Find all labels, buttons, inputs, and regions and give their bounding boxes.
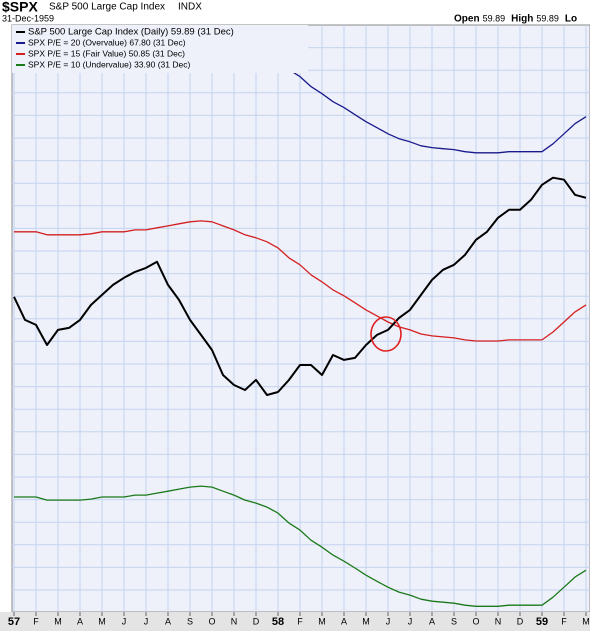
x-tick-label: M [54, 616, 62, 626]
legend-box [12, 25, 308, 73]
series-line [14, 220, 587, 342]
quote-label: High [511, 14, 533, 25]
quote-label: Lo [565, 14, 577, 25]
x-tick-label: 57 [8, 616, 20, 628]
legend: S&P 500 Large Cap Index (Daily) 59.89 (3… [12, 25, 308, 73]
x-tick-label: J [386, 616, 391, 626]
symbol: $SPX [2, 0, 38, 15]
x-tick-label: F [297, 616, 303, 626]
quote: Open 59.89 High 59.89 Lo [454, 13, 577, 24]
series-line [13, 176, 587, 396]
x-tick-label: S [187, 616, 193, 626]
x-tick-label: A [165, 616, 171, 626]
legend-label: S&P 500 Large Cap Index (Daily) 59.89 (3… [28, 27, 234, 38]
legend-label: SPX P/E = 10 (Undervalue) 33.90 (31 Dec) [28, 59, 190, 69]
grid [12, 25, 590, 612]
date: 31-Dec-1959 [2, 13, 54, 23]
exchange: INDX [178, 2, 202, 13]
x-tick-label: J [144, 616, 149, 626]
legend-label: SPX P/E = 20 (Overvalue) 67.80 (31 Dec) [28, 37, 186, 47]
x-tick-label: D [517, 616, 524, 626]
x-tick-label: D [253, 616, 260, 626]
x-axis-strip [0, 612, 590, 631]
x-tick-label: N [495, 616, 502, 626]
x-tick-label: 59 [536, 616, 548, 628]
x-tick-label: F [561, 616, 567, 626]
chart-title: S&P 500 Large Cap Index [49, 2, 165, 13]
quote-value: 59.89 [536, 13, 559, 23]
x-tick-label: O [472, 616, 479, 626]
legend-label: SPX P/E = 15 (Fair Value) 50.85 (31 Dec) [28, 48, 185, 58]
x-tick-label: O [208, 616, 215, 626]
x-tick-label: 58 [272, 616, 284, 628]
x-tick-label: M [318, 616, 326, 626]
x-tick-label: S [451, 616, 457, 626]
x-tick-label: A [77, 616, 83, 626]
x-tick-label: A [429, 616, 435, 626]
series-line [14, 485, 587, 607]
x-axis: 57 F M A M J J A S O N D 58 F M A M J J A S O N D 59 F M [8, 612, 590, 628]
x-tick-label: F [33, 616, 39, 626]
x-tick-label: J [122, 616, 127, 626]
x-tick-label: A [341, 616, 347, 626]
x-tick-label: M [98, 616, 106, 626]
x-tick-label: N [231, 616, 238, 626]
quote-value: 59.89 [483, 13, 506, 23]
x-tick-label: M [362, 616, 370, 626]
x-tick-label: M [582, 616, 590, 626]
annotation-circle [370, 316, 402, 352]
x-tick-label: J [408, 616, 413, 626]
quote-label: Open [454, 14, 480, 25]
